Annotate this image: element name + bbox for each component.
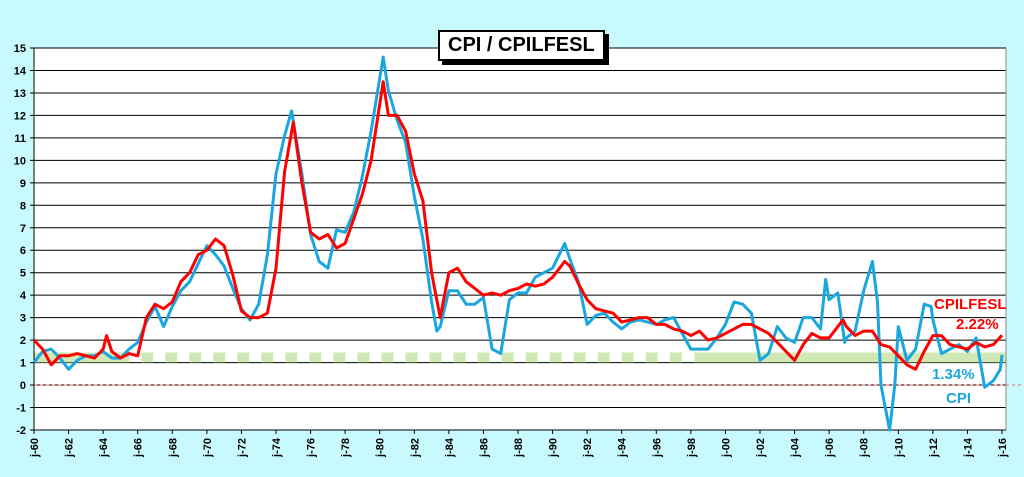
target-band-dash — [501, 352, 514, 363]
x-tick-label: j-78 — [340, 438, 352, 458]
target-band-dash — [309, 352, 322, 363]
y-tick-label: -1 — [16, 403, 26, 415]
x-tick-label: j-80 — [375, 438, 387, 458]
target-band-dash — [597, 352, 610, 363]
y-tick-label: 9 — [20, 178, 26, 190]
x-tick-label: j-60 — [29, 438, 41, 458]
series-line-cpi — [32, 55, 1004, 432]
chart-title: CPI / CPILFESL — [438, 30, 605, 61]
y-tick-label: 8 — [20, 200, 26, 212]
x-tick-label: j-14 — [962, 437, 974, 458]
y-tick-label: 13 — [14, 88, 26, 100]
target-band-dash — [669, 352, 682, 363]
target-band-dash — [477, 352, 490, 363]
x-tick-label: j-68 — [167, 438, 179, 458]
target-band-dash — [453, 352, 466, 363]
y-tick-label: 7 — [20, 223, 26, 235]
target-band-dash — [333, 352, 346, 363]
x-tick-label: j-04 — [790, 437, 802, 458]
x-tick-label: j-06 — [824, 438, 836, 458]
x-tick-label: j-66 — [133, 438, 145, 458]
target-band-dash — [405, 352, 418, 363]
x-tick-label: j-08 — [859, 438, 871, 458]
target-band-dash — [621, 352, 634, 363]
target-band — [694, 352, 1006, 363]
target-band-dash — [357, 352, 370, 363]
x-tick-label: j-64 — [98, 437, 110, 458]
target-band-dash — [237, 352, 250, 363]
target-band-dash — [645, 352, 658, 363]
x-tick-label: j-92 — [582, 438, 594, 458]
x-tick-label: j-94 — [617, 437, 629, 458]
x-tick-label: j-88 — [513, 438, 525, 458]
y-tick-label: 0 — [20, 380, 26, 392]
target-band-dash — [429, 352, 442, 363]
x-tick-label: j-16 — [997, 438, 1009, 458]
y-tick-label: 2 — [20, 335, 26, 347]
target-band-dash — [165, 352, 178, 363]
y-tick-label: 6 — [20, 245, 26, 257]
y-tick-label: 11 — [14, 133, 26, 145]
x-tick-label: j-10 — [893, 438, 905, 458]
x-tick-label: j-70 — [202, 438, 214, 458]
cpi-last-value-label: 1.34% — [932, 366, 975, 383]
target-band-dash — [381, 352, 394, 363]
x-tick-label: j-76 — [306, 438, 318, 458]
y-tick-label: 12 — [14, 110, 26, 122]
x-tick-label: j-12 — [928, 438, 940, 458]
y-tick-label: 4 — [20, 290, 27, 302]
x-tick-label: j-96 — [651, 438, 663, 458]
series-line-cpilfesl — [32, 80, 1004, 371]
y-tick-label: 10 — [14, 155, 26, 167]
target-band-dash — [549, 352, 562, 363]
y-tick-label: 1 — [20, 358, 26, 370]
x-tick-label: j-90 — [548, 438, 560, 458]
target-band-dash — [261, 352, 274, 363]
y-tick-label: 3 — [20, 313, 26, 325]
target-band-dash — [573, 352, 586, 363]
cpi-series-label: CPI — [946, 390, 972, 407]
target-band-dash — [189, 352, 202, 363]
core-last-value-label: 2.22% — [956, 316, 999, 333]
core-series-label: CPILFESL — [934, 296, 1007, 313]
x-tick-label: j-74 — [271, 437, 283, 458]
x-tick-label: j-62 — [64, 438, 76, 458]
target-band-dash — [213, 352, 226, 363]
x-tick-label: j-02 — [755, 438, 767, 458]
x-tick-label: j-86 — [478, 438, 490, 458]
y-tick-label: 14 — [14, 65, 27, 77]
x-tick-label: j-72 — [236, 438, 248, 458]
target-band-dash — [525, 352, 538, 363]
target-band-dash — [141, 352, 154, 363]
x-tick-label: j-84 — [444, 437, 456, 458]
y-tick-label: -2 — [16, 425, 26, 437]
target-band-dash — [285, 352, 298, 363]
x-tick-label: j-00 — [720, 438, 732, 458]
x-tick-label: j-98 — [686, 438, 698, 458]
plot-area — [34, 48, 1006, 430]
x-tick-label: j-82 — [409, 438, 421, 458]
y-tick-label: 15 — [14, 43, 26, 55]
y-tick-label: 5 — [20, 268, 26, 280]
